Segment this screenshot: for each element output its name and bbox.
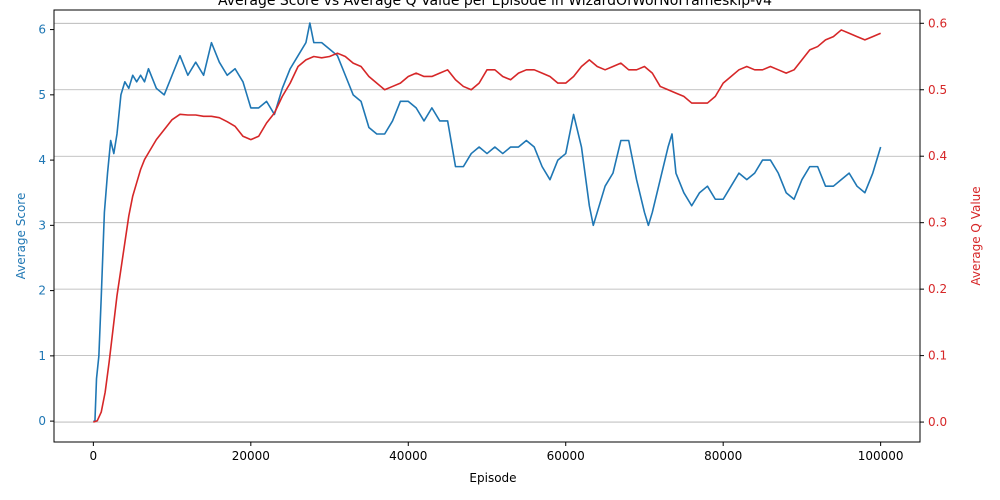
grid-layer	[54, 22, 920, 423]
y-right-tick-label: 0.6	[928, 16, 947, 30]
chart-title: Average Score vs Average Q Value per Epi…	[218, 0, 772, 9]
x-axis-title: Episode	[469, 471, 516, 485]
x-tick-label: 80000	[704, 449, 742, 463]
y-left-tick-label: 6	[38, 23, 46, 37]
plot-frame	[53, 9, 921, 443]
y-left-tick-label: 0	[38, 414, 46, 428]
y-right-tick-label: 0.1	[928, 349, 947, 363]
y-axis-right-title: Average Q Value	[969, 186, 983, 285]
y-left-tick-label: 4	[38, 153, 46, 167]
x-tick-label: 60000	[547, 449, 585, 463]
x-tick-label: 100000	[858, 449, 904, 463]
series-line-q-value	[93, 29, 881, 423]
x-axis: 0 20000 40000 60000 80000 100000	[90, 442, 904, 463]
y-axis-left-title: Average Score	[14, 193, 28, 280]
y-left-tick-label: 2	[38, 284, 46, 298]
y-right-tick-label: 0.2	[928, 282, 947, 296]
x-tick-label: 20000	[232, 449, 270, 463]
y-right-tick-label: 0.4	[928, 149, 947, 163]
y-right-tick-label: 0.0	[928, 415, 947, 429]
series-line-score	[93, 22, 882, 422]
x-tick-label: 40000	[389, 449, 427, 463]
y-left-tick-label: 1	[38, 349, 46, 363]
y-axis-left: 0 1 2 3 4 5 6	[38, 23, 54, 428]
y-left-tick-label: 5	[38, 88, 46, 102]
series-layer	[93, 22, 882, 423]
x-tick-label: 0	[90, 449, 98, 463]
y-right-tick-label: 0.3	[928, 216, 947, 230]
y-left-tick-label: 3	[38, 218, 46, 232]
y-right-tick-label: 0.5	[928, 83, 947, 97]
y-axis-right: 0.0 0.1 0.2 0.3 0.4 0.5 0.6	[920, 16, 947, 429]
